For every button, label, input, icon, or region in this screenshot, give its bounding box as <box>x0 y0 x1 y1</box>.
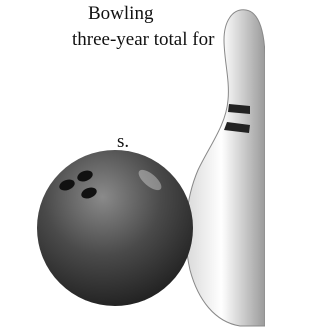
text-line: s. <box>117 131 129 153</box>
text-line: three-year total for <box>72 29 214 51</box>
text-line: Bowling <box>88 3 153 25</box>
bowling-ball <box>37 150 193 306</box>
bowling-pin <box>186 10 265 326</box>
page: Bowling three-year total for s. <box>0 0 265 327</box>
